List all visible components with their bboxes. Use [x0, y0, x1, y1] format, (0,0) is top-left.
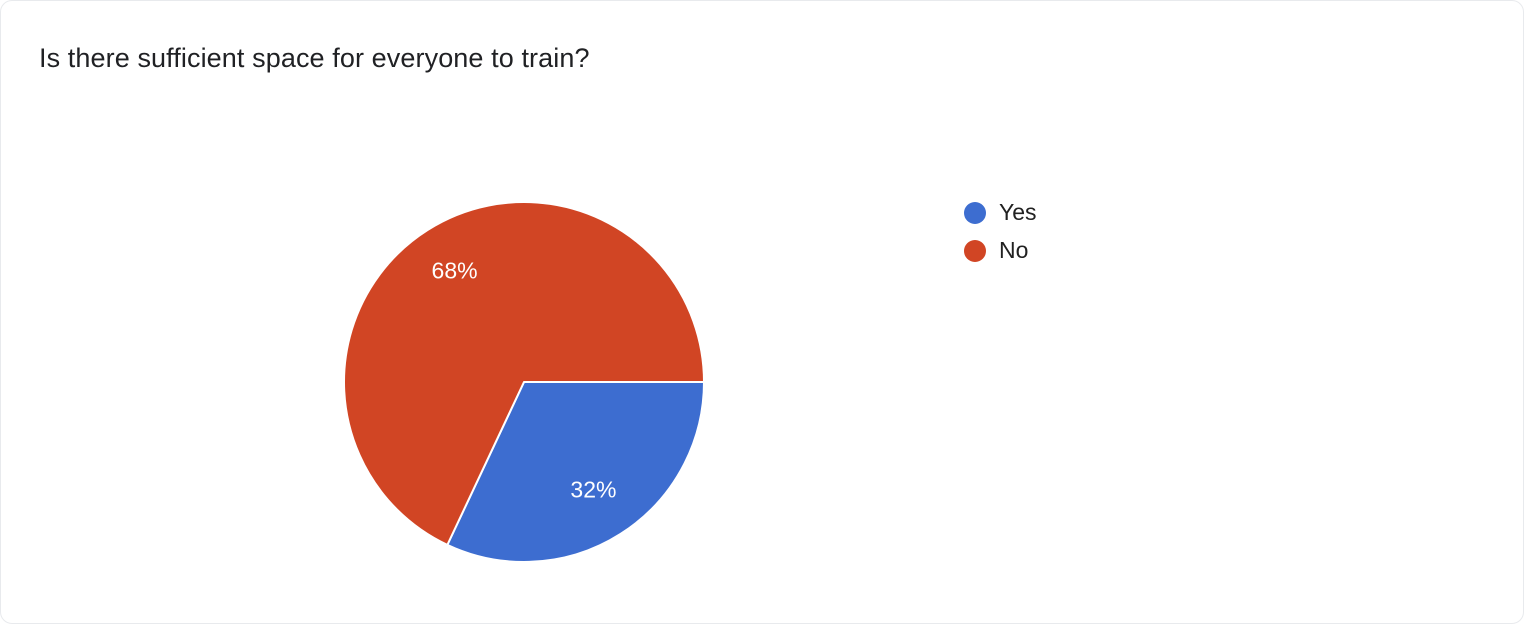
legend-label: Yes [999, 199, 1037, 225]
legend-label: No [999, 237, 1029, 263]
chart-title: Is there sufficient space for everyone t… [39, 43, 590, 73]
legend-item-no: No [964, 237, 1037, 264]
legend: Yes No [964, 199, 1037, 264]
legend-swatch-icon [964, 201, 986, 224]
pie-chart: 32% 68% [343, 201, 705, 563]
pie-slice-yes[interactable] [446, 381, 705, 563]
legend-item-yes: Yes [964, 199, 1037, 226]
pie-slice-no[interactable] [343, 201, 705, 546]
slice-percentage-label: 68% [432, 258, 478, 284]
legend-swatch-icon [964, 239, 986, 262]
slice-percentage-label: 32% [570, 477, 616, 503]
